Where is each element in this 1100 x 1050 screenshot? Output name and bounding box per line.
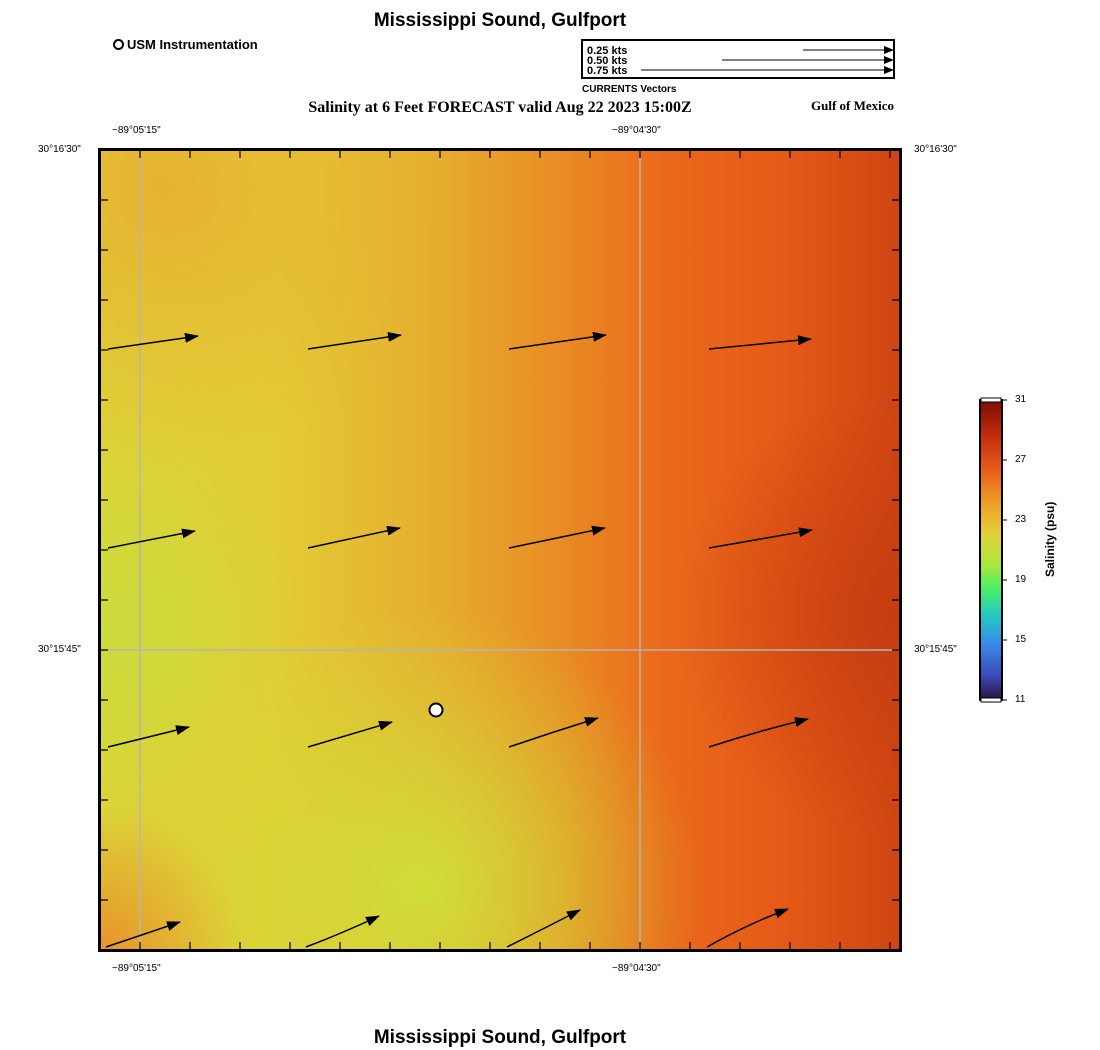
colorbar-tick-label: 15 xyxy=(1015,634,1027,645)
current-vector xyxy=(708,335,812,350)
lat-tick-label-left-1: 30°16'30" xyxy=(38,144,81,155)
lat-tick-label-left-2: 30°15'45" xyxy=(38,644,81,655)
colorbar-tick-label: 27 xyxy=(1015,454,1027,465)
colorbar-tick-label: 23 xyxy=(1015,514,1027,525)
current-vector xyxy=(107,725,190,748)
map-grid xyxy=(98,148,902,952)
station-marker-icon xyxy=(113,39,124,50)
colorbar-tick-label: 31 xyxy=(1015,394,1027,405)
current-vector xyxy=(508,525,606,549)
map-title: Mississippi Sound, Gulfport xyxy=(373,10,627,31)
colorbar-tick-label: 11 xyxy=(1015,694,1026,705)
current-vector xyxy=(508,331,607,350)
colorbar-title: Salinity (psu) xyxy=(1043,501,1057,577)
footer-title: Mississippi Sound, Gulfport xyxy=(373,1027,627,1048)
map-border xyxy=(98,148,902,952)
lat-tick-label-right-2: 30°15'45" xyxy=(914,644,957,655)
current-vector xyxy=(105,921,181,948)
current-vector xyxy=(708,527,813,549)
usm-station-marker-icon[interactable] xyxy=(428,702,444,718)
region-label: Gulf of Mexico xyxy=(811,98,895,113)
current-vector xyxy=(506,909,581,948)
lon-tick-label-bottom-1: −89°05'15" xyxy=(112,963,161,974)
current-vector xyxy=(508,717,599,748)
colorbar-tick-label: 19 xyxy=(1015,574,1027,585)
current-vector xyxy=(107,528,196,549)
current-vectors xyxy=(105,331,813,948)
salinity-map xyxy=(98,148,902,952)
vector-legend: 0.25 kts 0.50 kts 0.75 kts xyxy=(581,39,895,79)
salinity-colorbar xyxy=(979,397,1007,703)
lat-tick-label-right-1: 30°16'30" xyxy=(914,144,957,155)
current-vector xyxy=(305,915,380,948)
current-vector xyxy=(307,525,401,549)
vector-legend-label-3: 0.75 kts xyxy=(587,65,628,77)
map-subtitle: Salinity at 6 Feet FORECAST valid Aug 22… xyxy=(308,99,692,116)
current-vector xyxy=(307,720,393,748)
lon-tick-label-top-1: −89°05'15" xyxy=(112,125,161,136)
current-vector xyxy=(706,908,789,948)
vector-legend-caption: CURRENTS Vectors xyxy=(582,84,677,95)
vector-legend-arrows xyxy=(641,46,894,74)
station-legend: USM Instrumentation xyxy=(113,37,258,52)
lon-tick-label-bottom-2: −89°04'30" xyxy=(612,963,661,974)
lon-tick-label-top-2: −89°04'30" xyxy=(612,125,661,136)
vector-legend-label-1: 0.25 kts xyxy=(587,45,628,57)
station-legend-label: USM Instrumentation xyxy=(127,37,258,52)
current-vector xyxy=(307,331,402,350)
vector-legend-label-2: 0.50 kts xyxy=(587,55,628,67)
current-vector xyxy=(107,332,199,350)
current-vector xyxy=(708,717,809,748)
